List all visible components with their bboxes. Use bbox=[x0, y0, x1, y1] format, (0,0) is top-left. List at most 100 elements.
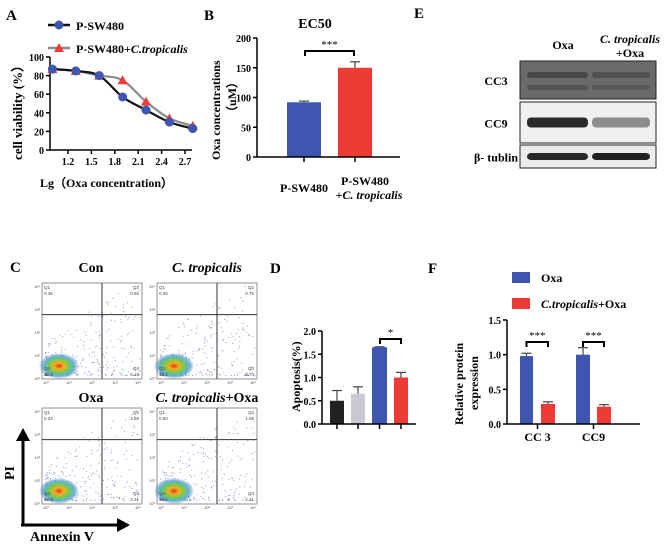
flow-event-dot bbox=[201, 497, 203, 499]
flow-event-dot bbox=[193, 474, 195, 476]
flow-event-dot bbox=[242, 327, 244, 329]
chart-a-y-tick-label: 0 bbox=[39, 146, 44, 157]
flow-event-dot bbox=[114, 481, 116, 483]
flow-event-dot bbox=[236, 373, 238, 375]
flow-event-dot bbox=[228, 337, 230, 339]
flow-event-dot bbox=[121, 368, 123, 370]
blot-band bbox=[592, 72, 650, 78]
flow-event-dot bbox=[165, 472, 167, 474]
flow-event-dot bbox=[104, 465, 106, 467]
flow-event-dot bbox=[106, 493, 108, 495]
flow-event-dot bbox=[194, 444, 196, 446]
flow-event-dot bbox=[123, 453, 125, 455]
chart-d-significance-label: * bbox=[388, 327, 394, 339]
flow-event-dot bbox=[233, 360, 235, 362]
flow-event-dot bbox=[236, 332, 238, 334]
flow-event-dot bbox=[213, 471, 215, 473]
chart-a-point-circle bbox=[47, 64, 57, 74]
flow-event-dot bbox=[94, 351, 96, 353]
chart-a-x-tick-label: 1.2 bbox=[62, 157, 75, 168]
chart-d-bar-0 bbox=[330, 400, 344, 424]
legend-marker-blue-circle bbox=[54, 20, 64, 30]
flow-y-tick-label: 10² bbox=[35, 331, 41, 335]
flow-event-dot bbox=[210, 372, 212, 374]
flow-event-dot bbox=[227, 446, 229, 448]
flow-event-dot bbox=[197, 452, 199, 454]
flow-event-dot bbox=[122, 499, 124, 501]
flow-y-tick-label: 10³ bbox=[35, 433, 41, 437]
flow-event-dot bbox=[160, 478, 162, 480]
flow-event-dot bbox=[227, 315, 229, 317]
flow-event-dot bbox=[122, 373, 124, 375]
chart-f-significance-label: *** bbox=[529, 330, 546, 342]
flow-event-dot bbox=[128, 486, 130, 488]
flow-event-dot bbox=[85, 366, 87, 368]
flow-event-dot bbox=[201, 363, 203, 365]
flow-event-dot bbox=[91, 315, 93, 317]
flow-event-dot bbox=[105, 330, 107, 332]
flow-event-dot bbox=[126, 374, 128, 376]
chart-d-bar-3 bbox=[394, 377, 408, 424]
flow-event-dot bbox=[214, 303, 216, 305]
flow-event-dot bbox=[208, 497, 210, 499]
flow-event-dot bbox=[169, 335, 171, 337]
flow-event-dot bbox=[102, 312, 104, 314]
flow-event-dot bbox=[125, 316, 127, 318]
flow-event-dot bbox=[133, 374, 135, 376]
flow-event-dot bbox=[77, 373, 79, 375]
flow-y-tick-label: 10⁰ bbox=[34, 377, 40, 381]
flow-event-dot bbox=[89, 374, 91, 376]
flow-event-dot bbox=[196, 327, 198, 329]
flow-event-dot bbox=[97, 440, 99, 442]
flow-event-dot bbox=[90, 356, 92, 358]
flow-event-dot bbox=[135, 482, 137, 484]
flow-q4-value: 96.2 bbox=[159, 497, 168, 502]
flow-event-dot bbox=[108, 328, 110, 330]
flow-event-dot bbox=[172, 467, 174, 469]
chart-b-bar-0 bbox=[287, 102, 321, 157]
flow-event-dot bbox=[133, 368, 135, 370]
flow-event-dot bbox=[182, 462, 184, 464]
flow-event-dot bbox=[134, 415, 136, 417]
flow-event-dot bbox=[62, 473, 64, 475]
flow-event-dot bbox=[131, 435, 133, 437]
flow-event-dot bbox=[200, 372, 202, 374]
flow-event-dot bbox=[211, 333, 213, 335]
flow-event-dot bbox=[94, 355, 96, 357]
flow-event-dot bbox=[54, 338, 56, 340]
chart-a-x-tick-label: 1.5 bbox=[85, 157, 98, 168]
flow-event-dot bbox=[188, 464, 190, 466]
flow-q4-name: Q4 bbox=[159, 366, 166, 371]
flow-event-dot bbox=[64, 333, 66, 335]
flow-event-dot bbox=[196, 493, 198, 495]
flow-event-dot bbox=[103, 366, 105, 368]
flow-event-dot bbox=[120, 372, 122, 374]
flow-event-dot bbox=[196, 350, 198, 352]
flow-event-dot bbox=[45, 474, 47, 476]
flow-event-dot bbox=[86, 497, 88, 499]
flow-title-text: Oxa bbox=[79, 391, 104, 406]
chart-f-bar-1-1 bbox=[597, 406, 611, 424]
flow-event-dot bbox=[102, 353, 104, 355]
flow-event-dot bbox=[121, 335, 123, 337]
flow-event-dot bbox=[74, 450, 76, 452]
flow-q2-name: Q2 bbox=[133, 285, 140, 290]
flow-event-dot bbox=[236, 374, 238, 376]
flow-event-dot bbox=[254, 374, 256, 376]
flow-event-dot bbox=[90, 474, 92, 476]
chart-b-ylabel-line1: Oxa concentrations bbox=[209, 60, 223, 160]
flow-event-dot bbox=[207, 476, 209, 478]
flow-event-dot bbox=[123, 347, 125, 349]
flow-event-dot bbox=[168, 461, 170, 463]
flow-event-dot bbox=[106, 361, 108, 363]
flow-density-cluster bbox=[39, 353, 79, 379]
flow-event-dot bbox=[76, 497, 78, 499]
flow-event-dot bbox=[73, 336, 75, 338]
chart-f-significance-bracket bbox=[525, 341, 549, 347]
chart-a-ylabel: cell viability (%） bbox=[10, 59, 25, 160]
flow-event-dot bbox=[46, 472, 48, 474]
panel-label-e: E bbox=[414, 6, 424, 22]
chart-d-significance-bracket bbox=[379, 338, 402, 344]
